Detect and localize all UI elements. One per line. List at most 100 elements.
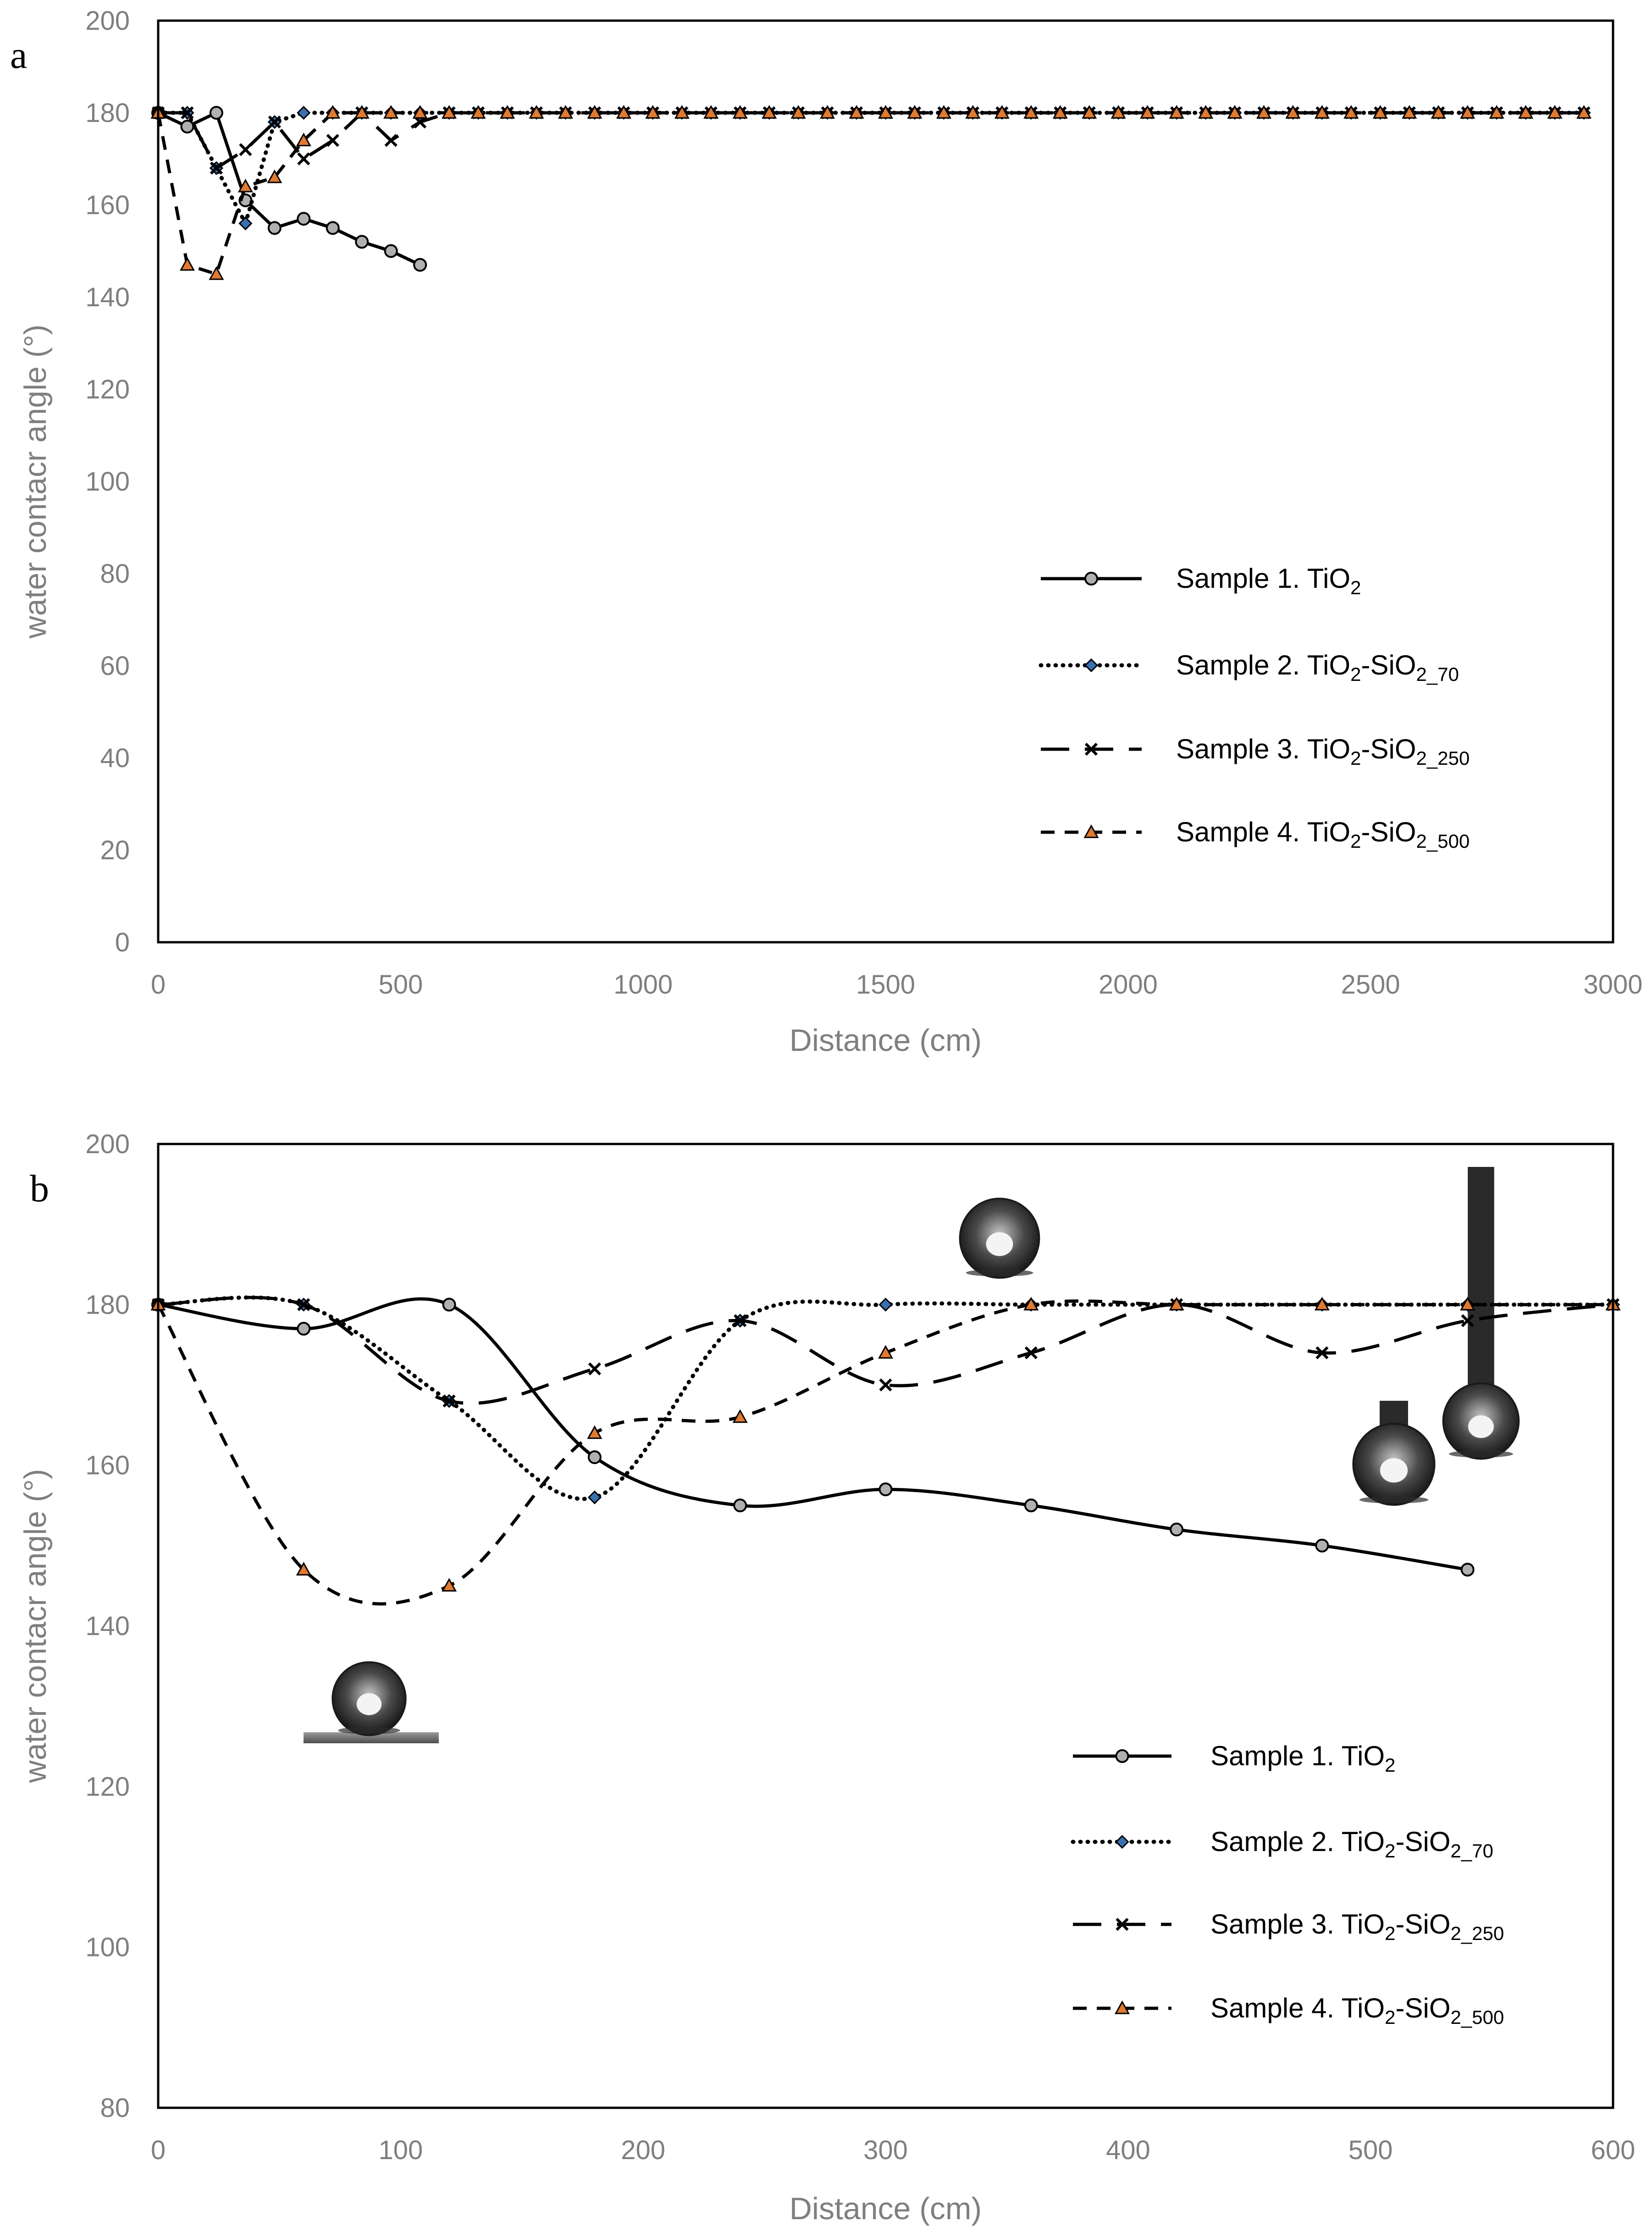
data-point-series-4 [1460,105,1475,119]
y-tick-label: 60 [100,651,130,681]
data-point-series-2 [238,216,253,231]
x-tick-label: 0 [151,2135,166,2165]
x-tick-label: 1500 [856,970,915,1000]
data-point-series-4 [936,105,951,119]
x-tick-label: 0 [151,970,166,1000]
data-point-series-3 [588,1362,602,1376]
data-point-series-3 [297,152,310,166]
data-point-series-4 [296,133,311,146]
data-point-series-4 [732,105,748,119]
droplet-needle [1468,1167,1494,1388]
y-tick-label: 40 [100,743,130,773]
legend-marker-2 [1115,1835,1129,1849]
y-axis-title: water contacr angle (°) [18,1469,53,1784]
legend-entry-4-label: Sample 4. TiO2-SiO2_500 [1176,817,1470,852]
y-tick-label: 160 [85,190,130,220]
data-point-series-4 [1314,105,1330,119]
data-point-series-3 [1315,1346,1329,1359]
series-line-3 [158,111,1584,170]
data-point-series-3 [879,1378,892,1392]
data-point-series-1 [1315,1538,1329,1553]
data-point-series-3 [442,1394,456,1408]
data-point-series-4 [790,105,806,119]
y-tick-label: 20 [100,835,130,865]
plot-frame [157,19,1614,944]
data-point-series-4 [238,178,253,193]
legend-marker-3 [1084,742,1098,756]
data-point-series-1 [1170,1522,1184,1536]
data-point-series-4 [878,1345,894,1359]
y-tick-label: 180 [85,98,130,128]
data-point-series-4 [442,1578,457,1592]
data-point-series-4 [587,105,602,119]
data-point-series-4 [645,105,661,119]
data-point-series-4 [1023,105,1039,119]
legend-marker-4 [1114,2000,1130,2014]
data-point-series-4 [1518,105,1534,119]
x-tick-label: 600 [1591,2135,1635,2165]
data-point-series-1 [209,106,223,120]
data-point-series-4 [1431,105,1446,119]
data-point-series-4 [849,105,864,119]
data-point-series-4 [267,169,282,183]
y-tick-label: 80 [100,2093,130,2123]
droplet-reflection [338,1727,400,1734]
legend-marker-2 [1084,658,1099,673]
legend-entry-4-label: Sample 4. TiO2-SiO2_500 [1210,1993,1504,2028]
panel-letter: a [10,34,27,77]
legend-marker-4 [1083,824,1099,838]
y-tick-label: 200 [85,6,130,36]
data-point-series-4 [965,105,981,119]
data-point-series-4 [1052,105,1068,119]
legend-entry-1-label: Sample 1. TiO2 [1210,1741,1396,1776]
data-point-series-1 [878,1482,893,1497]
x-tick-label: 1000 [613,970,673,1000]
x-tick-label: 500 [1348,2135,1393,2165]
data-point-series-4 [1489,105,1504,119]
data-point-series-1 [442,1298,456,1312]
data-point-series-4 [296,1562,311,1576]
data-point-series-4 [674,105,690,119]
series-line-1 [158,1297,1468,1571]
plot-frame [157,1143,1614,2109]
series-line-1 [157,111,421,266]
data-point-series-4 [1460,1297,1475,1311]
y-tick-label: 100 [85,467,130,497]
data-point-series-1 [1024,1498,1038,1513]
data-point-series-4 [1343,105,1359,119]
series-line-3 [158,1296,1613,1405]
data-point-series-4 [1082,105,1097,119]
data-point-series-4 [442,105,457,119]
legend-entry-2-label: Sample 2. TiO2-SiO2_70 [1176,650,1459,685]
x-tick-label: 200 [621,2135,665,2165]
legend-entry-3-label: Sample 3. TiO2-SiO2_250 [1210,1909,1504,1944]
y-tick-label: 0 [115,928,130,957]
data-point-series-4 [209,266,224,280]
data-point-series-4 [558,105,573,119]
data-point-series-4 [1169,1297,1184,1311]
droplet-image [959,1198,1040,1279]
data-point-series-2 [297,105,311,120]
data-point-series-4 [1198,105,1214,119]
droplet-image [1352,1401,1436,1506]
data-point-series-4 [1256,105,1272,119]
series-line-4 [156,111,1584,276]
data-point-series-1 [587,1450,602,1464]
data-point-series-4 [383,105,399,119]
data-point-series-4 [1576,105,1592,119]
data-point-series-4 [1140,105,1155,119]
data-point-series-1 [355,235,369,249]
data-point-series-4 [412,105,428,119]
data-point-series-2 [878,1298,893,1312]
data-point-series-4 [470,105,486,119]
data-point-series-4 [703,105,719,119]
series-line-2 [156,1295,1615,1501]
data-point-series-4 [1314,1297,1330,1311]
data-point-series-1 [267,221,282,235]
data-point-series-3 [239,143,252,156]
data-point-series-1 [297,212,311,226]
data-point-series-4 [1023,1297,1039,1311]
data-point-series-4 [1372,105,1388,119]
